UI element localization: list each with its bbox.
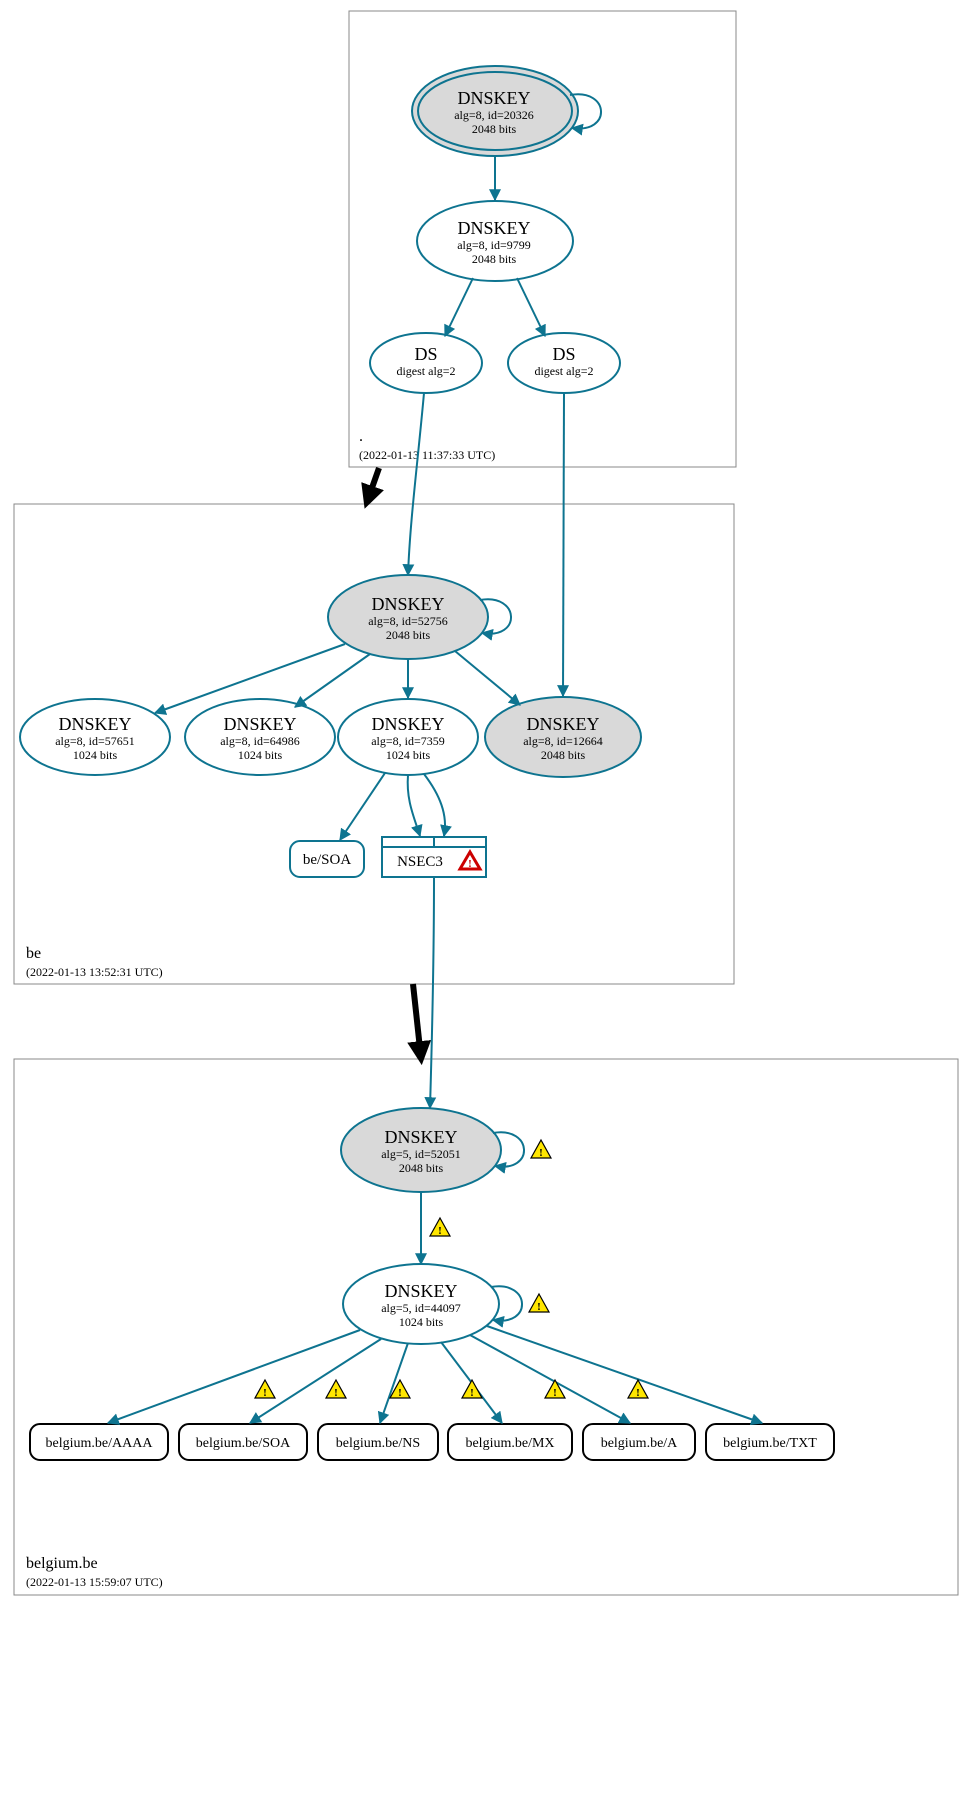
svg-text:alg=5, id=52051: alg=5, id=52051 bbox=[381, 1147, 461, 1161]
edge-7359-nsec3a bbox=[408, 775, 420, 836]
svg-text:!: ! bbox=[398, 1387, 402, 1399]
warning-icon: ! bbox=[628, 1380, 648, 1399]
warning-icon: ! bbox=[529, 1294, 549, 1313]
node-be-dnskey-7359: DNSKEY alg=8, id=7359 1024 bits bbox=[338, 699, 478, 775]
edge-7359-soa bbox=[340, 773, 385, 840]
svg-text:!: ! bbox=[636, 1387, 640, 1399]
svg-text:digest alg=2: digest alg=2 bbox=[396, 364, 455, 378]
svg-text:2048 bits: 2048 bits bbox=[541, 748, 586, 762]
svg-text:alg=8, id=12664: alg=8, id=12664 bbox=[523, 734, 603, 748]
svg-text:1024 bits: 1024 bits bbox=[238, 748, 283, 762]
svg-text:!: ! bbox=[468, 858, 472, 870]
zone-be-label: be bbox=[26, 945, 41, 962]
svg-text:2048 bits: 2048 bits bbox=[472, 252, 517, 266]
node-bg-a: belgium.be/A bbox=[583, 1424, 695, 1460]
warning-icon: ! bbox=[255, 1380, 275, 1399]
svg-text:1024 bits: 1024 bits bbox=[73, 748, 118, 762]
edge-44097-soa bbox=[250, 1339, 381, 1423]
edge-nsec3-belgium bbox=[430, 878, 434, 1108]
svg-text:be/SOA: be/SOA bbox=[303, 852, 352, 868]
node-bg-txt: belgium.be/TXT bbox=[706, 1424, 834, 1460]
svg-text:!: ! bbox=[438, 1225, 442, 1237]
node-be-dnskey-12664: DNSKEY alg=8, id=12664 2048 bits bbox=[485, 697, 641, 777]
edge-7359-nsec3b bbox=[424, 774, 445, 836]
node-be-soa: be/SOA bbox=[290, 841, 364, 877]
node-root-dnskey-20326: DNSKEY alg=8, id=20326 2048 bits bbox=[412, 66, 578, 156]
deleg-be-belgium bbox=[413, 984, 421, 1058]
edge-dsr-12664 bbox=[563, 393, 564, 696]
svg-text:2048 bits: 2048 bits bbox=[472, 122, 517, 136]
edge-52756-12664 bbox=[455, 651, 520, 705]
edge-44097-txt bbox=[487, 1326, 762, 1423]
svg-text:!: ! bbox=[470, 1387, 474, 1399]
node-bg-dnskey-52051: DNSKEY alg=5, id=52051 2048 bits bbox=[341, 1108, 501, 1192]
zone-root-time: (2022-01-13 11:37:33 UTC) bbox=[359, 448, 495, 462]
node-bg-ns: belgium.be/NS bbox=[318, 1424, 438, 1460]
node-bg-soa: belgium.be/SOA bbox=[179, 1424, 307, 1460]
svg-text:alg=8, id=9799: alg=8, id=9799 bbox=[457, 238, 531, 252]
edge-dsl-52756 bbox=[408, 393, 424, 575]
svg-text:DNSKEY: DNSKEY bbox=[58, 714, 131, 734]
svg-text:!: ! bbox=[553, 1387, 557, 1399]
zone-belgium-time: (2022-01-13 15:59:07 UTC) bbox=[26, 1575, 163, 1589]
deleg-root-be bbox=[367, 468, 379, 502]
svg-text:belgium.be/SOA: belgium.be/SOA bbox=[196, 1436, 291, 1451]
svg-text:DS: DS bbox=[414, 344, 437, 364]
svg-text:DNSKEY: DNSKEY bbox=[384, 1127, 457, 1147]
node-root-ds-right: DS digest alg=2 bbox=[508, 333, 620, 393]
svg-text:alg=8, id=20326: alg=8, id=20326 bbox=[454, 108, 534, 122]
svg-text:belgium.be/A: belgium.be/A bbox=[601, 1436, 678, 1451]
svg-text:NSEC3: NSEC3 bbox=[397, 854, 443, 870]
svg-text:belgium.be/AAAA: belgium.be/AAAA bbox=[46, 1436, 154, 1451]
svg-text:alg=5, id=44097: alg=5, id=44097 bbox=[381, 1301, 461, 1315]
svg-text:!: ! bbox=[539, 1147, 543, 1159]
node-root-dnskey-9799: DNSKEY alg=8, id=9799 2048 bits bbox=[417, 201, 573, 281]
svg-text:DNSKEY: DNSKEY bbox=[457, 218, 530, 238]
svg-text:DNSKEY: DNSKEY bbox=[371, 594, 444, 614]
edge-9799-dsl bbox=[445, 278, 473, 336]
node-bg-aaaa: belgium.be/AAAA bbox=[30, 1424, 168, 1460]
svg-text:DNSKEY: DNSKEY bbox=[384, 1281, 457, 1301]
svg-text:belgium.be/TXT: belgium.be/TXT bbox=[723, 1436, 817, 1451]
svg-text:alg=8, id=64986: alg=8, id=64986 bbox=[220, 734, 300, 748]
node-root-ds-left: DS digest alg=2 bbox=[370, 333, 482, 393]
zone-belgium-label: belgium.be bbox=[26, 1555, 98, 1572]
svg-text:alg=8, id=57651: alg=8, id=57651 bbox=[55, 734, 135, 748]
svg-text:alg=8, id=52756: alg=8, id=52756 bbox=[368, 614, 448, 628]
zone-root-label: . bbox=[359, 428, 363, 445]
warning-icon: ! bbox=[430, 1218, 450, 1237]
edge-9799-dsr bbox=[517, 278, 545, 336]
svg-text:DS: DS bbox=[552, 344, 575, 364]
svg-text:DNSKEY: DNSKEY bbox=[526, 714, 599, 734]
svg-text:!: ! bbox=[263, 1387, 267, 1399]
svg-text:1024 bits: 1024 bits bbox=[386, 748, 431, 762]
warning-icon: ! bbox=[545, 1380, 565, 1399]
svg-text:belgium.be/MX: belgium.be/MX bbox=[465, 1436, 554, 1451]
node-be-dnskey-52756: DNSKEY alg=8, id=52756 2048 bits bbox=[328, 575, 488, 659]
zone-be-time: (2022-01-13 13:52:31 UTC) bbox=[26, 965, 163, 979]
svg-text:belgium.be/NS: belgium.be/NS bbox=[336, 1436, 420, 1451]
node-be-dnskey-64986: DNSKEY alg=8, id=64986 1024 bits bbox=[185, 699, 335, 775]
warning-icon: ! bbox=[462, 1380, 482, 1399]
node-be-dnskey-57651: DNSKEY alg=8, id=57651 1024 bits bbox=[20, 699, 170, 775]
svg-text:DNSKEY: DNSKEY bbox=[457, 88, 530, 108]
node-be-nsec3: NSEC3 ! bbox=[382, 837, 486, 877]
svg-text:1024 bits: 1024 bits bbox=[399, 1315, 444, 1329]
svg-text:2048 bits: 2048 bits bbox=[399, 1161, 444, 1175]
node-bg-dnskey-44097: DNSKEY alg=5, id=44097 1024 bits bbox=[343, 1264, 499, 1344]
edge-52756-64986 bbox=[295, 654, 370, 707]
node-bg-mx: belgium.be/MX bbox=[448, 1424, 572, 1460]
svg-text:DNSKEY: DNSKEY bbox=[223, 714, 296, 734]
svg-text:!: ! bbox=[334, 1387, 338, 1399]
warning-icon: ! bbox=[531, 1140, 551, 1159]
svg-text:digest alg=2: digest alg=2 bbox=[534, 364, 593, 378]
edge-44097-ns bbox=[380, 1343, 408, 1423]
svg-text:!: ! bbox=[537, 1301, 541, 1313]
svg-text:alg=8, id=7359: alg=8, id=7359 bbox=[371, 734, 445, 748]
svg-text:2048 bits: 2048 bits bbox=[386, 628, 431, 642]
warning-icon: ! bbox=[326, 1380, 346, 1399]
svg-text:DNSKEY: DNSKEY bbox=[371, 714, 444, 734]
